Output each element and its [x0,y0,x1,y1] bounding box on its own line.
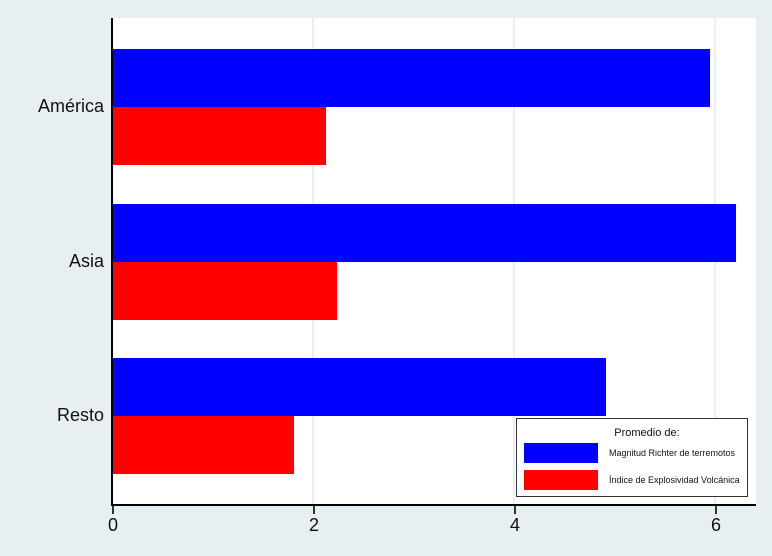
legend-label-volcanic: Índice de Explosividad Volcánica [609,475,740,485]
legend-swatch-volcanic [524,470,598,490]
x-tick-label: 0 [107,515,118,535]
x-tick-label: 6 [710,515,721,535]
legend-title: Promedio de: [614,427,680,439]
x-tick [313,506,315,514]
legend-swatch-richter [524,443,598,463]
bar-america-volcanic [112,107,326,165]
x-tick-label: 2 [308,515,319,535]
category-label-resto: Resto [56,405,104,425]
x-tick [112,506,114,514]
bar-resto-richter [112,358,606,416]
bar-america-richter [112,49,710,107]
bar-asia-richter [112,204,736,262]
x-axis-line [111,504,756,506]
x-tick-label: 4 [509,515,520,535]
legend: Promedio de: Magnitud Richter de terremo… [516,418,748,497]
y-axis-line [111,18,113,506]
bar-asia-volcanic [112,262,337,320]
category-label-asia: Asia [68,251,104,271]
x-tick [715,506,717,514]
x-tick [514,506,516,514]
category-label-america: América [37,96,104,116]
legend-label-richter: Magnitud Richter de terremotos [609,448,736,458]
bar-resto-volcanic [112,416,294,474]
